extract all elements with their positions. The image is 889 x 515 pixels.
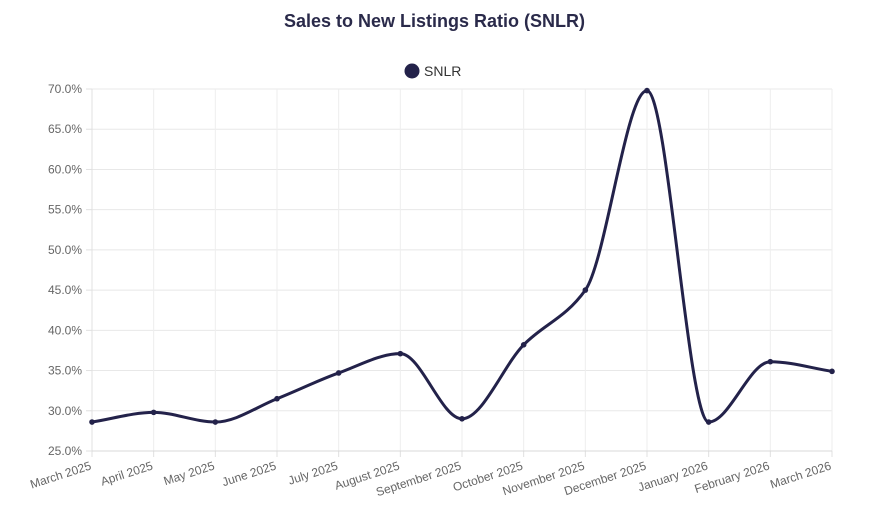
data-point[interactable] xyxy=(829,368,835,375)
data-point[interactable] xyxy=(644,87,650,94)
legend[interactable]: SNLR xyxy=(404,63,462,79)
series xyxy=(89,87,835,425)
data-point[interactable] xyxy=(459,416,465,422)
y-tick-label: 35.0% xyxy=(48,364,82,378)
y-tick-label: 65.0% xyxy=(48,122,82,136)
y-tick-label: 45.0% xyxy=(48,283,82,297)
data-point[interactable] xyxy=(335,370,342,376)
x-tick-label: March 2025 xyxy=(28,458,93,491)
y-tick-label: 50.0% xyxy=(48,243,82,257)
series-line-snlr xyxy=(90,89,834,424)
data-point[interactable] xyxy=(767,358,774,365)
data-point[interactable] xyxy=(705,419,712,425)
data-point[interactable] xyxy=(397,350,404,357)
y-tick-label: 40.0% xyxy=(48,323,82,337)
data-point[interactable] xyxy=(212,419,219,425)
legend-marker[interactable] xyxy=(404,63,420,79)
y-tick-label: 25.0% xyxy=(48,444,82,458)
data-point[interactable] xyxy=(520,342,527,348)
x-tick-label: July 2025 xyxy=(286,458,339,487)
y-tick-label: 60.0% xyxy=(48,162,82,176)
legend-label[interactable]: SNLR xyxy=(424,63,461,79)
data-point[interactable] xyxy=(89,419,95,425)
y-tick-label: 30.0% xyxy=(48,404,82,418)
axes xyxy=(86,88,833,457)
data-point[interactable] xyxy=(150,409,157,416)
x-axis-ticks: March 2025 April 2025 May 2025 June 2025 Jul… xyxy=(28,458,833,499)
x-tick-label: May 2025 xyxy=(162,458,217,488)
x-tick-label: June 2025 xyxy=(220,458,278,489)
chart-title: Sales to New Listings Ratio (SNLR) xyxy=(283,11,586,31)
grid xyxy=(91,88,833,452)
y-tick-label: 55.0% xyxy=(48,203,82,217)
data-point[interactable] xyxy=(582,287,589,293)
x-tick-label: April 2025 xyxy=(99,458,155,488)
data-point[interactable] xyxy=(274,395,280,402)
x-tick-label: March 2026 xyxy=(768,458,833,491)
y-axis-ticks: 25.0% 30.0% 35.0% 40.0% 45.0% 50.0% 55.0% 60.0%… xyxy=(48,82,82,458)
y-tick-label: 70.0% xyxy=(48,82,82,96)
